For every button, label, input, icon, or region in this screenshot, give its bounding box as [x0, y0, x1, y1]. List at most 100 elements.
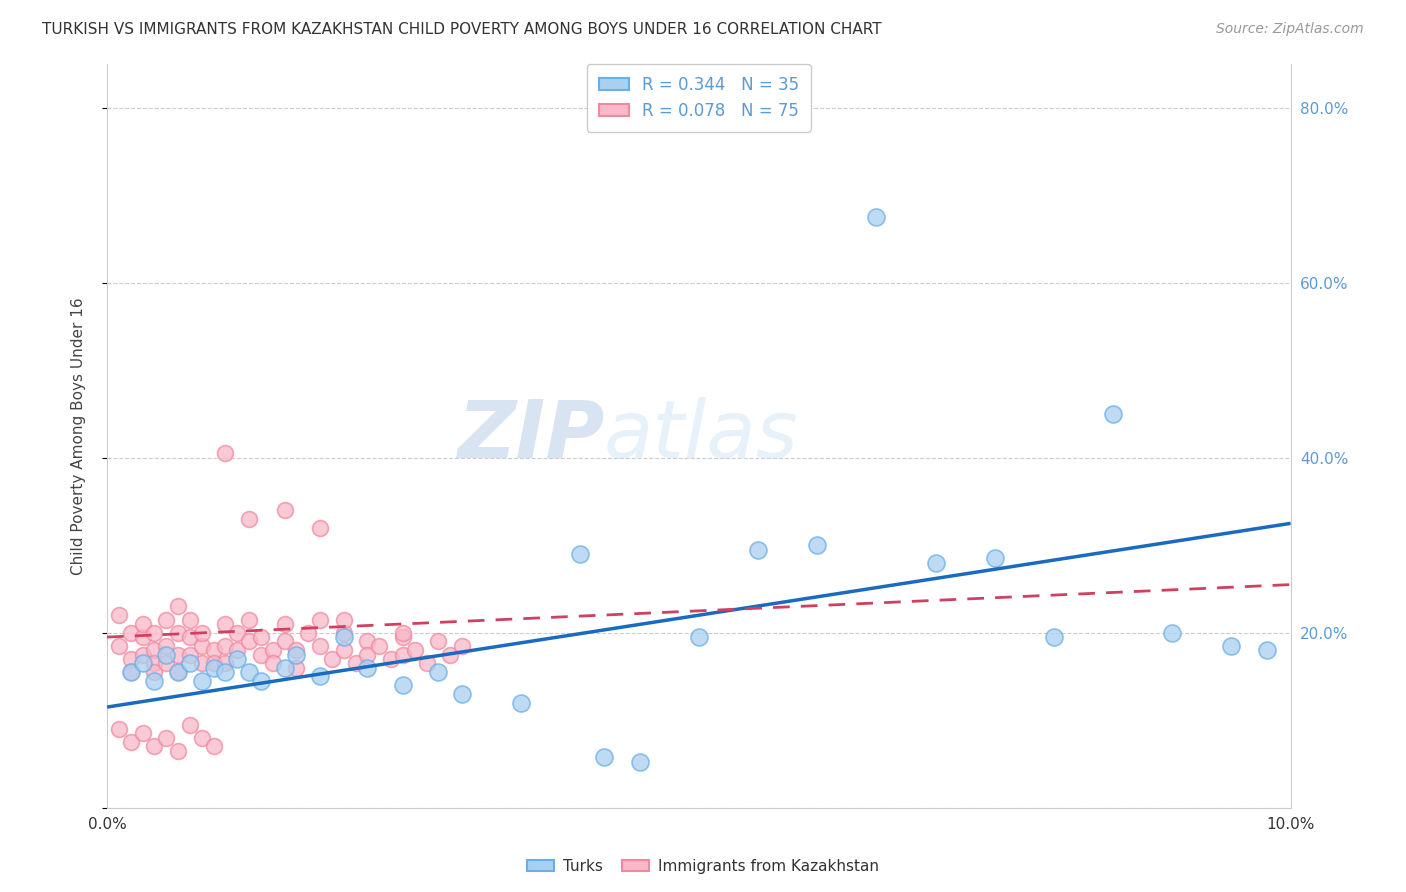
Point [190, 625, 212, 640]
Point [131, 617, 153, 632]
Point [108, 722, 131, 736]
Point [202, 661, 225, 675]
Point [1220, 639, 1243, 653]
Point [120, 735, 142, 749]
Point [226, 652, 249, 666]
Point [214, 617, 236, 632]
Point [427, 634, 450, 648]
Point [415, 657, 437, 671]
Point [628, 755, 651, 769]
Point [368, 639, 391, 653]
Point [250, 673, 273, 688]
Text: atlas: atlas [605, 397, 799, 475]
Point [427, 665, 450, 679]
Point [806, 538, 828, 552]
Point [273, 503, 295, 517]
Point [214, 665, 236, 679]
Y-axis label: Child Poverty Among Boys Under 16: Child Poverty Among Boys Under 16 [72, 297, 86, 574]
Point [344, 657, 367, 671]
Point [143, 739, 166, 754]
Point [214, 639, 236, 653]
Point [167, 665, 190, 679]
Point [179, 613, 201, 627]
Point [569, 547, 592, 561]
Point [593, 750, 616, 764]
Point [1161, 625, 1184, 640]
Point [155, 657, 177, 671]
Point [155, 639, 177, 653]
Point [167, 744, 190, 758]
Point [167, 665, 190, 679]
Point [108, 639, 131, 653]
Point [250, 630, 273, 644]
Point [120, 665, 142, 679]
Text: ZIP: ZIP [457, 397, 605, 475]
Point [238, 512, 260, 526]
Point [404, 643, 426, 657]
Point [333, 643, 356, 657]
Point [392, 630, 415, 644]
Point [309, 669, 332, 683]
Point [273, 617, 295, 632]
Point [120, 625, 142, 640]
Point [309, 521, 332, 535]
Point [1043, 630, 1066, 644]
Point [510, 696, 533, 710]
Point [439, 648, 461, 662]
Point [747, 542, 769, 557]
Point [143, 673, 166, 688]
Legend: R = 0.344   N = 35, R = 0.078   N = 75: R = 0.344 N = 35, R = 0.078 N = 75 [586, 64, 811, 132]
Point [321, 652, 343, 666]
Point [262, 657, 284, 671]
Point [688, 630, 710, 644]
Point [924, 556, 946, 570]
Point [190, 639, 212, 653]
Point [143, 665, 166, 679]
Point [155, 613, 177, 627]
Point [333, 630, 356, 644]
Point [155, 648, 177, 662]
Point [202, 643, 225, 657]
Point [108, 608, 131, 623]
Point [226, 643, 249, 657]
Point [238, 634, 260, 648]
Point [297, 625, 319, 640]
Point [179, 657, 201, 671]
Point [392, 648, 415, 662]
Point [333, 625, 356, 640]
Point [131, 726, 153, 740]
Point [309, 613, 332, 627]
Point [309, 639, 332, 653]
Point [179, 717, 201, 731]
Text: Source: ZipAtlas.com: Source: ZipAtlas.com [1216, 22, 1364, 37]
Point [143, 657, 166, 671]
Point [865, 210, 887, 224]
Point [179, 630, 201, 644]
Point [1256, 643, 1278, 657]
Point [1102, 407, 1125, 421]
Point [238, 613, 260, 627]
Point [451, 639, 474, 653]
Point [190, 673, 212, 688]
Point [273, 661, 295, 675]
Point [262, 643, 284, 657]
Point [285, 648, 308, 662]
Point [356, 661, 378, 675]
Point [202, 657, 225, 671]
Point [214, 657, 236, 671]
Point [392, 678, 415, 692]
Point [131, 657, 153, 671]
Point [202, 739, 225, 754]
Point [250, 648, 273, 662]
Point [120, 665, 142, 679]
Point [392, 625, 415, 640]
Point [238, 665, 260, 679]
Legend: Turks, Immigrants from Kazakhstan: Turks, Immigrants from Kazakhstan [520, 853, 886, 880]
Point [226, 625, 249, 640]
Point [167, 648, 190, 662]
Point [333, 613, 356, 627]
Point [356, 634, 378, 648]
Point [214, 446, 236, 460]
Point [285, 643, 308, 657]
Point [451, 687, 474, 701]
